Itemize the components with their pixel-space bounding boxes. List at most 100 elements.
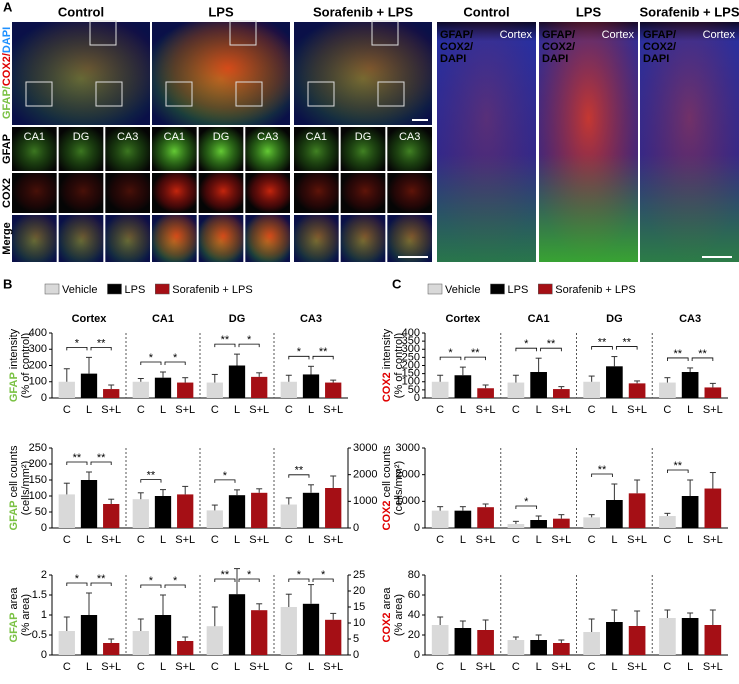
- x-tick-label: S+L: [627, 534, 647, 546]
- bar: [80, 373, 98, 398]
- stain-gfap: [294, 127, 339, 171]
- y-tick-label: 40: [408, 609, 420, 621]
- subregion-label: CA1: [164, 131, 185, 143]
- bar: [628, 626, 646, 655]
- legend-swatch: [490, 283, 505, 295]
- y-tick-label: 200: [402, 359, 420, 371]
- stain-cox2: [387, 215, 432, 262]
- inset-box: [95, 81, 123, 107]
- stain-cox2: [294, 22, 432, 125]
- x-tick-label: C: [285, 404, 293, 416]
- x-tick-label: C: [663, 534, 671, 546]
- y-tick-label: 100: [29, 490, 47, 502]
- y2-tick-label: 20: [353, 585, 365, 597]
- bar: [606, 366, 623, 398]
- y-axis-unit: (% area): [20, 594, 32, 636]
- inset-box: [235, 81, 263, 107]
- significance-bracket: [667, 469, 689, 473]
- bar: [103, 643, 120, 655]
- x-tick-label: S+L: [627, 661, 647, 673]
- x-tick-label: C: [512, 661, 520, 673]
- x-tick-label: C: [137, 661, 145, 673]
- region-label: Cortex: [703, 29, 736, 41]
- bar: [477, 507, 494, 528]
- x-tick-label: L: [611, 534, 617, 546]
- y-axis-label-marker: COX2: [381, 501, 393, 531]
- subregion-label: CA1: [306, 131, 327, 143]
- significance-label: **: [598, 464, 607, 476]
- bar: [659, 618, 676, 655]
- x-tick-label: C: [63, 661, 71, 673]
- stain-cox2: [152, 22, 290, 125]
- x-tick-label: L: [687, 404, 693, 416]
- stain-cox2: [152, 215, 197, 262]
- stain-cox2: [12, 215, 57, 262]
- x-tick-label: L: [687, 661, 693, 673]
- condition-title: LPS: [208, 4, 234, 19]
- y-axis-label: COX2 area: [381, 587, 393, 643]
- legend-label: Vehicle: [62, 284, 97, 296]
- x-tick-label: C: [663, 661, 671, 673]
- significance-label: *: [297, 346, 302, 358]
- panel-label: B: [3, 276, 12, 291]
- y-tick-label: 350: [402, 335, 420, 347]
- significance-bracket: [691, 357, 714, 361]
- stain-gfap: [198, 127, 244, 171]
- stain-gfap: [539, 22, 638, 262]
- stain-label: GFAP/COX2/DAPI: [1, 27, 13, 119]
- stain-gfap: [12, 127, 57, 171]
- region-label: Cortex: [500, 29, 533, 41]
- legend-swatch: [155, 283, 170, 295]
- x-tick-label: S+L: [101, 534, 121, 546]
- y2-tick-label: 0: [353, 649, 359, 661]
- stain-cox2: [198, 215, 244, 262]
- inset-box: [165, 81, 193, 107]
- significance-label: **: [221, 569, 230, 581]
- stain-cox2: [340, 173, 386, 213]
- y-axis-label-marker: GFAP: [8, 613, 20, 643]
- x-tick-label: L: [460, 534, 466, 546]
- bar: [659, 382, 676, 398]
- significance-bracket: [540, 347, 562, 352]
- y-tick-label: 1000: [396, 495, 420, 507]
- bar: [530, 640, 547, 655]
- bar: [583, 632, 600, 655]
- y-axis-label-text: intensity: [381, 328, 393, 369]
- bar: [177, 382, 194, 398]
- x-tick-label: L: [611, 404, 617, 416]
- significance-bracket: [66, 346, 88, 351]
- x-tick-label: S+L: [627, 404, 647, 416]
- bar: [704, 625, 722, 655]
- row-label: GFAP: [1, 134, 13, 164]
- x-tick-label: S+L: [323, 534, 343, 546]
- significance-label: **: [221, 334, 230, 346]
- y-tick-label: 0: [414, 649, 420, 661]
- stain-dapi: DAPI: [643, 53, 669, 65]
- bar: [477, 630, 494, 655]
- significance-bracket: [164, 361, 186, 365]
- inset-box: [371, 20, 399, 46]
- bar: [681, 618, 699, 655]
- significance-label: *: [149, 575, 154, 587]
- y-axis-label: GFAP intensity: [8, 328, 20, 402]
- y2-tick-label: 2000: [353, 469, 377, 481]
- significance-bracket: [288, 474, 310, 478]
- significance-bracket: [591, 346, 613, 350]
- significance-bracket: [214, 343, 236, 348]
- bar: [154, 615, 172, 655]
- x-tick-label: L: [234, 534, 240, 546]
- stain-gfap: [245, 127, 290, 171]
- bar: [553, 389, 570, 398]
- y-axis-unit: (cells/mm²): [393, 461, 405, 515]
- stain-cox2: [387, 173, 432, 213]
- condition-title: LPS: [576, 4, 602, 19]
- stain-gfap: [105, 127, 150, 171]
- y-tick-label: 1.5: [32, 589, 47, 601]
- stain-cox2: [12, 22, 150, 125]
- x-tick-label: L: [308, 534, 314, 546]
- significance-label: **: [673, 460, 682, 472]
- y-axis-label-marker: COX2: [381, 372, 393, 402]
- significance-label: *: [247, 334, 252, 346]
- inset-box: [377, 81, 405, 107]
- x-tick-label: L: [234, 404, 240, 416]
